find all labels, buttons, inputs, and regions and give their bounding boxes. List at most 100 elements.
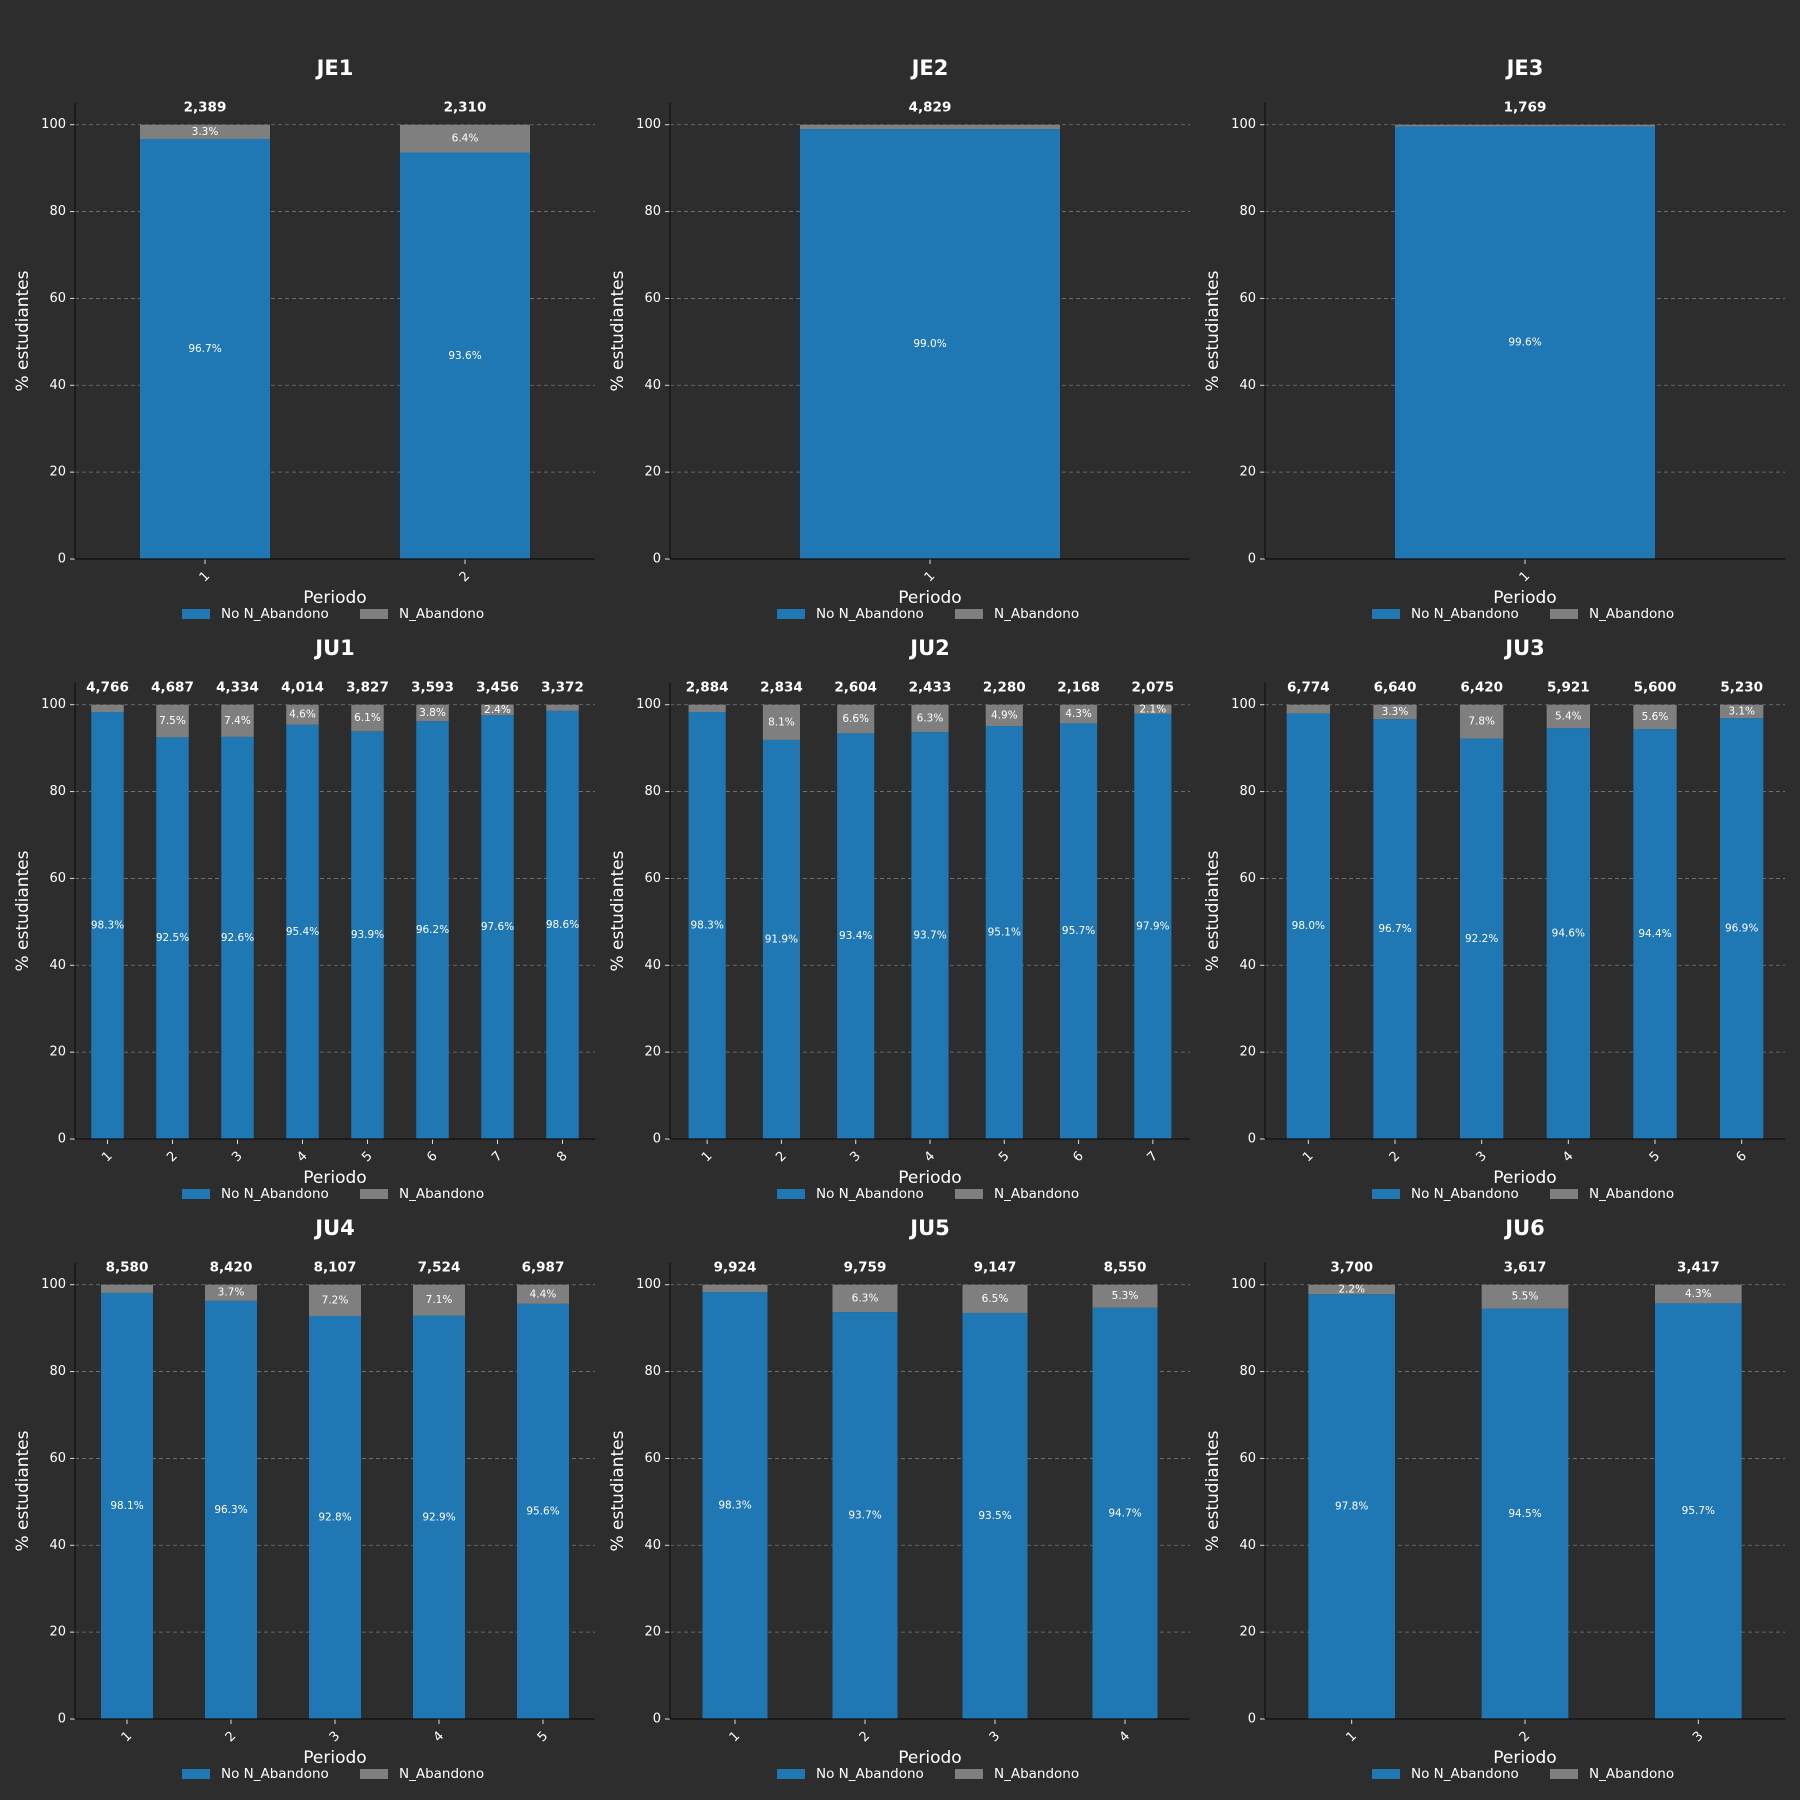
- bar-value-label: 4.4%: [530, 1288, 557, 1300]
- y-tick-label: 0: [58, 1132, 66, 1147]
- chart-title: JU6: [1503, 1216, 1544, 1240]
- bar-value-label: 7.4%: [224, 715, 251, 727]
- legend-swatch: [1550, 609, 1578, 619]
- bar-total-label: 3,700: [1330, 1260, 1373, 1276]
- y-tick-label: 40: [1239, 1538, 1256, 1553]
- bar-segment: [1286, 713, 1330, 1139]
- subplot: JU402040608010098.1%8,580196.3%3.7%8,420…: [13, 1216, 595, 1782]
- legend-swatch: [360, 1769, 388, 1779]
- y-tick-label: 80: [644, 784, 661, 799]
- y-tick-label: 0: [1248, 1712, 1256, 1727]
- bar-value-label: 6.3%: [852, 1292, 879, 1304]
- y-tick-label: 80: [1239, 784, 1256, 799]
- bar-segment: [1373, 704, 1417, 720]
- bar-value-label: 96.7%: [188, 343, 221, 355]
- legend-label: N_Abandono: [1589, 606, 1674, 622]
- bar-value-label: 6.4%: [452, 133, 479, 145]
- y-tick-label: 0: [653, 1712, 661, 1727]
- bar-total-label: 6,987: [522, 1260, 565, 1276]
- y-axis-label: % estudiantes: [608, 850, 628, 971]
- bar-segment: [351, 731, 384, 1139]
- y-tick-label: 40: [49, 1538, 66, 1553]
- subplot: JE102040608010096.7%3.3%2,389193.6%6.4%2…: [13, 56, 595, 622]
- bar-segment: [1373, 719, 1417, 1139]
- bar-value-label: 92.6%: [221, 932, 254, 944]
- bar-total-label: 2,433: [909, 680, 952, 696]
- bar-segment: [101, 1292, 153, 1719]
- bar-segment: [546, 710, 579, 1139]
- legend-swatch: [360, 1189, 388, 1199]
- y-tick-label: 80: [644, 204, 661, 219]
- bar-value-label: 96.2%: [416, 924, 449, 936]
- bar-total-label: 3,593: [411, 680, 454, 696]
- bar-segment: [911, 704, 949, 733]
- bar-total-label: 8,550: [1104, 1260, 1147, 1276]
- bar-value-label: 91.9%: [765, 933, 798, 945]
- y-tick-label: 60: [644, 291, 661, 306]
- legend-label: N_Abandono: [399, 1766, 484, 1782]
- bar-segment: [91, 704, 124, 713]
- y-tick-label: 80: [49, 1364, 66, 1379]
- bar-segment: [286, 724, 319, 1139]
- bar-segment: [205, 1300, 257, 1719]
- legend-label: N_Abandono: [399, 606, 484, 622]
- bar-segment: [517, 1284, 569, 1304]
- x-axis-label: Periodo: [898, 1748, 961, 1768]
- chart-title: JE2: [910, 56, 949, 80]
- bar-total-label: 5,230: [1720, 680, 1763, 696]
- y-tick-label: 20: [1239, 1045, 1256, 1060]
- y-tick-label: 40: [49, 378, 66, 393]
- y-tick-label: 0: [653, 1132, 661, 1147]
- y-tick-label: 100: [41, 1277, 66, 1292]
- x-axis-label: Periodo: [303, 588, 366, 608]
- bar-value-label: 98.0%: [1292, 920, 1325, 932]
- bar-segment: [351, 704, 384, 732]
- y-tick-label: 80: [1239, 1364, 1256, 1379]
- bar-total-label: 2,389: [184, 100, 227, 116]
- bar-value-label: 99.0%: [913, 338, 946, 350]
- bar-value-label: 97.8%: [1335, 1501, 1368, 1513]
- legend-label: N_Abandono: [994, 1766, 1079, 1782]
- bar-segment: [911, 732, 949, 1139]
- bar-segment: [1633, 729, 1677, 1139]
- bar-value-label: 98.3%: [690, 920, 723, 932]
- bar-value-label: 3.1%: [1728, 705, 1755, 717]
- bar-value-label: 6.5%: [982, 1293, 1009, 1305]
- x-axis-label: Periodo: [1493, 1168, 1556, 1188]
- bar-value-label: 7.5%: [159, 715, 186, 727]
- y-tick-label: 80: [49, 784, 66, 799]
- y-tick-label: 100: [636, 1277, 661, 1292]
- bar-segment: [1286, 704, 1330, 714]
- bar-segment: [1546, 728, 1590, 1139]
- y-tick-label: 20: [644, 1045, 661, 1060]
- bar-value-label: 98.3%: [718, 1500, 751, 1512]
- legend-label: No N_Abandono: [1411, 1766, 1519, 1782]
- bar-value-label: 98.6%: [546, 919, 579, 931]
- bar-segment: [481, 704, 514, 716]
- y-tick-label: 20: [1239, 1625, 1256, 1640]
- y-axis-label: % estudiantes: [13, 850, 33, 971]
- y-tick-label: 40: [1239, 378, 1256, 393]
- y-axis-label: % estudiantes: [13, 270, 33, 391]
- bar-value-label: 4.6%: [289, 709, 316, 721]
- bar-segment: [688, 704, 726, 713]
- legend-swatch: [1550, 1189, 1578, 1199]
- bar-segment: [309, 1315, 361, 1719]
- bar-total-label: 4,829: [909, 100, 952, 116]
- bar-total-label: 9,759: [844, 1260, 887, 1276]
- bar-value-label: 4.3%: [1065, 708, 1092, 720]
- bar-value-label: 93.4%: [839, 930, 872, 942]
- bar-value-label: 99.6%: [1508, 337, 1541, 349]
- bar-segment: [962, 1284, 1028, 1313]
- legend-swatch: [1372, 1189, 1400, 1199]
- bar-segment: [91, 712, 124, 1139]
- bar-total-label: 3,372: [541, 680, 584, 696]
- bar-value-label: 93.6%: [448, 350, 481, 362]
- bar-value-label: 94.4%: [1638, 928, 1671, 940]
- bar-value-label: 7.2%: [322, 1294, 349, 1306]
- chart-title: JE1: [315, 56, 354, 80]
- bar-segment: [400, 152, 530, 559]
- bar-total-label: 2,075: [1132, 680, 1175, 696]
- legend-swatch: [955, 1189, 983, 1199]
- y-axis-label: % estudiantes: [1203, 1430, 1223, 1551]
